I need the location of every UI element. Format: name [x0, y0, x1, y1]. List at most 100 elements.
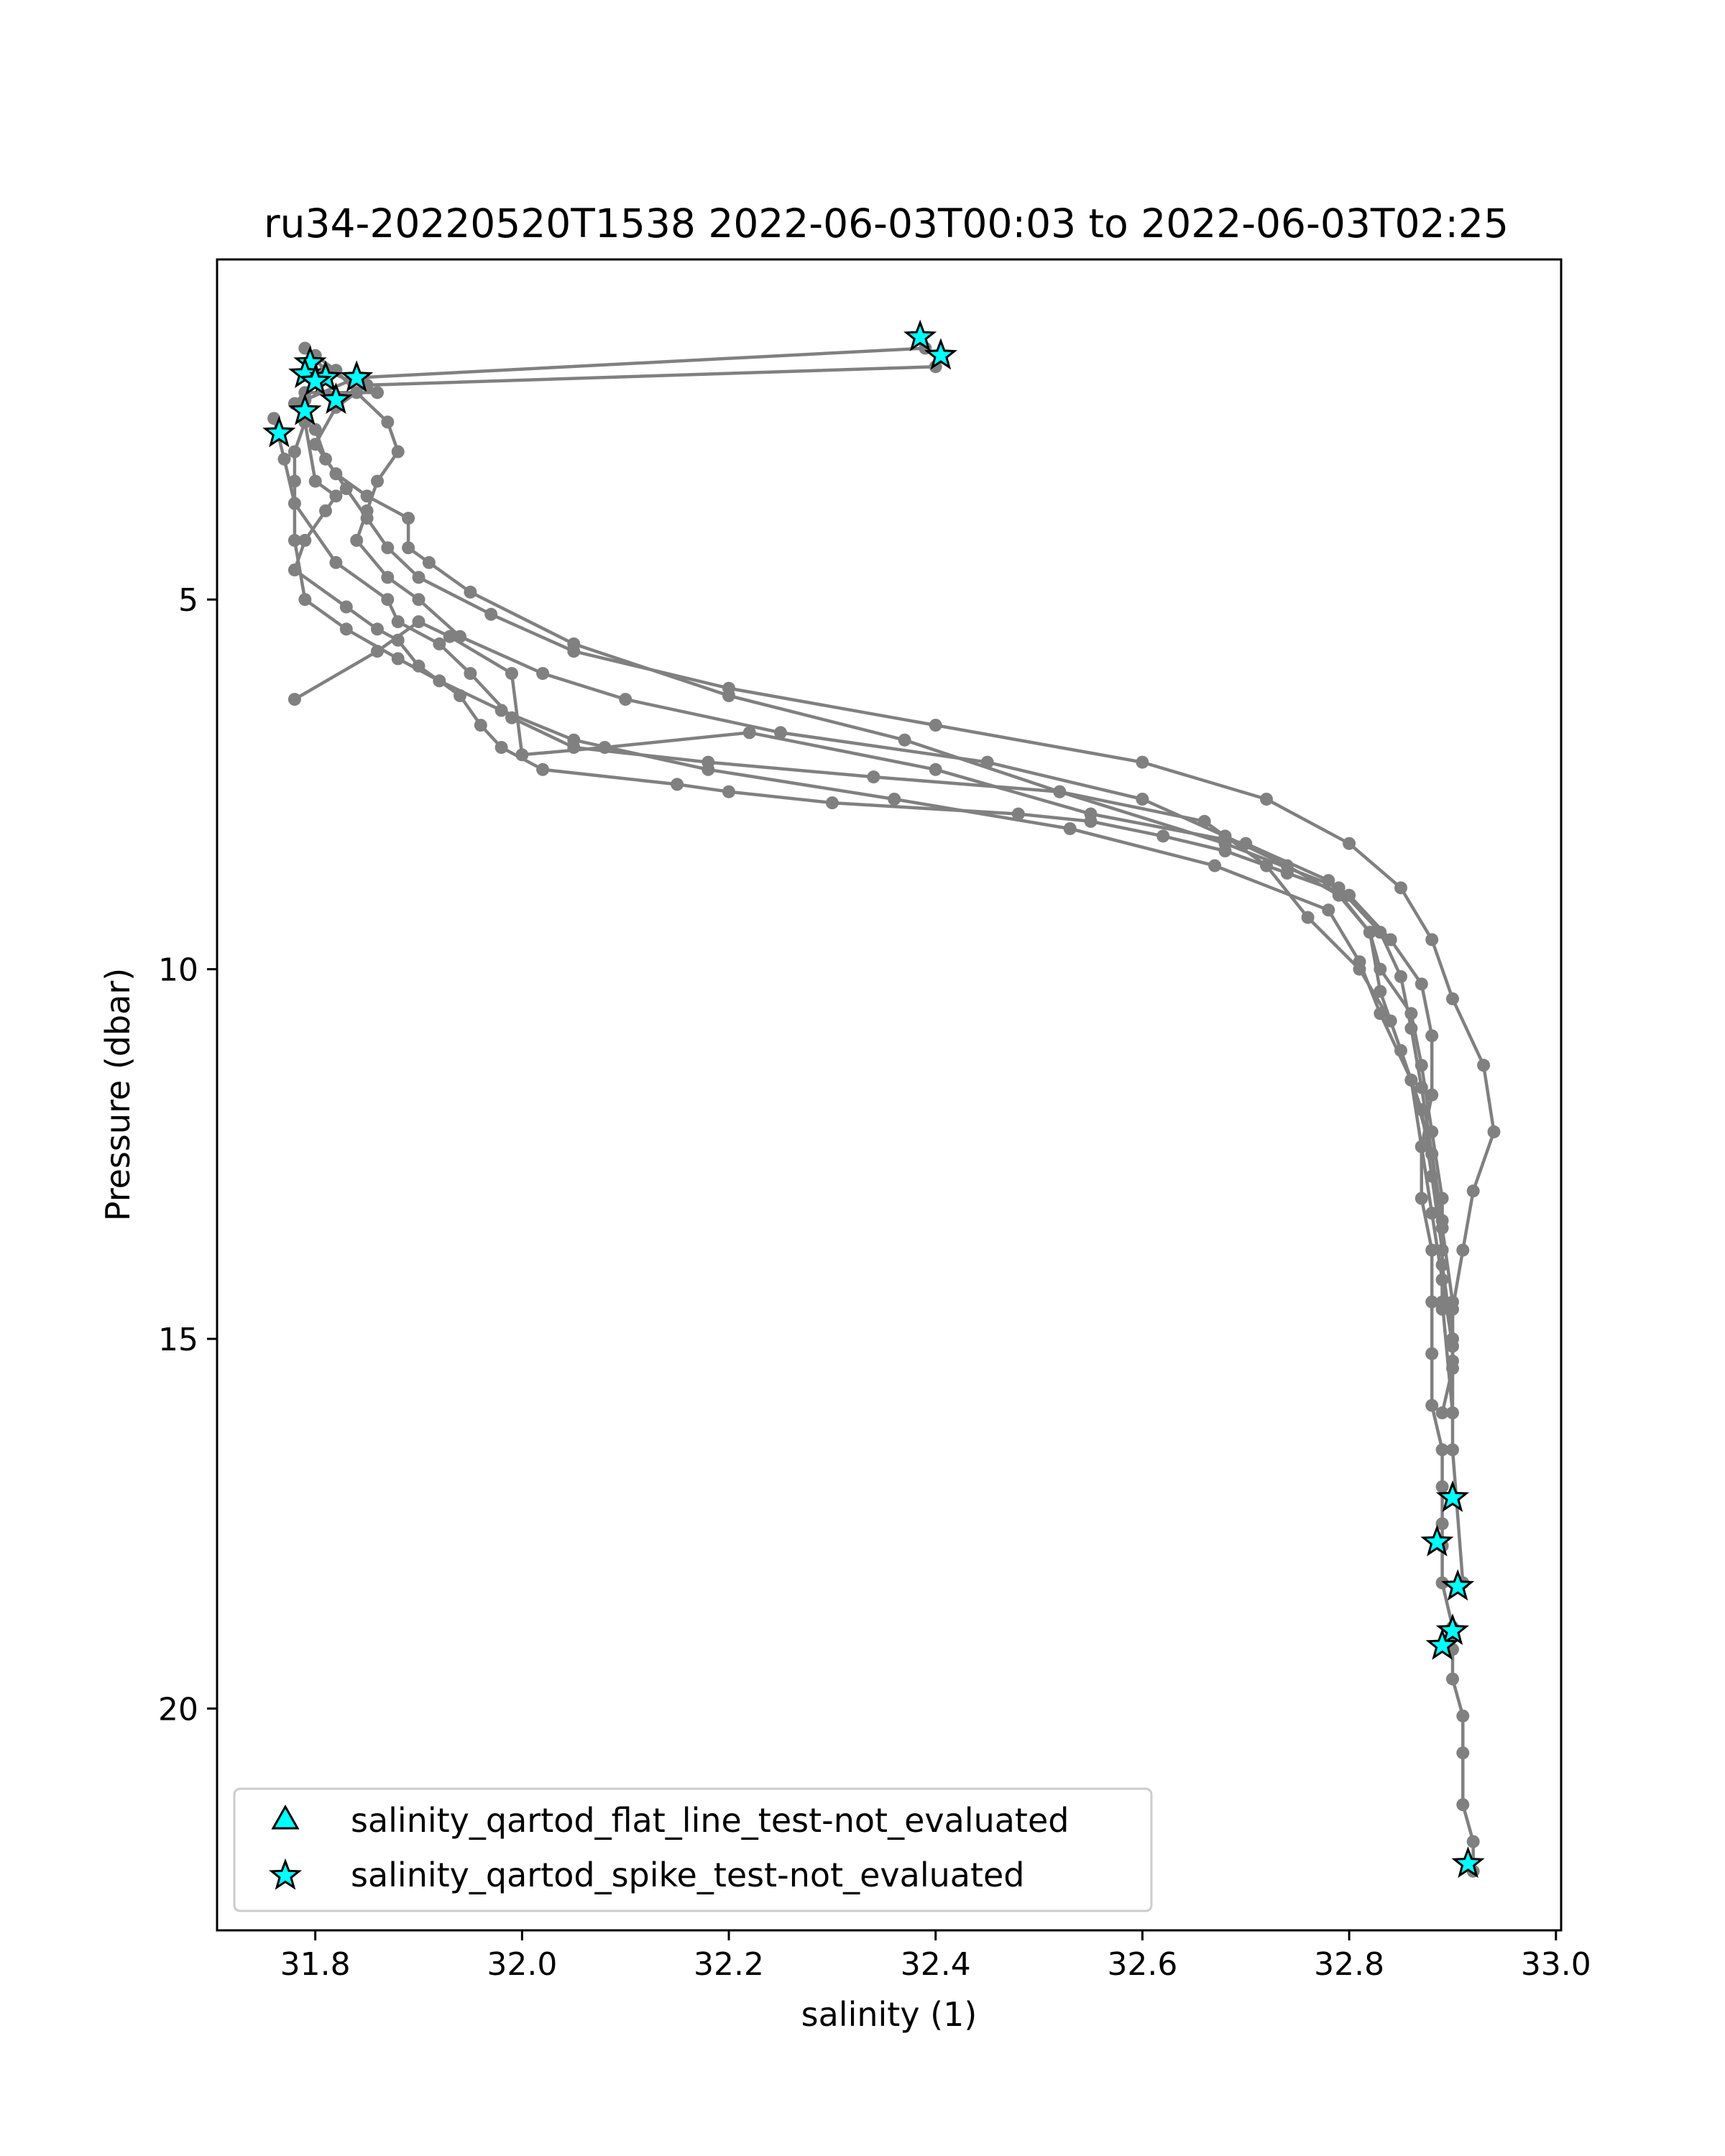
legend-box — [233, 1787, 1153, 1912]
profile-point — [298, 533, 312, 547]
legend-label-flat-line: salinity_qartod_flat_line_test-not_evalu… — [351, 1801, 1069, 1840]
profile-point — [1425, 933, 1439, 946]
profile-point — [494, 704, 508, 717]
profile-point — [929, 719, 942, 732]
spike-test-flag-marker — [288, 393, 322, 425]
profile-point — [929, 763, 942, 776]
profile-point — [1435, 1443, 1449, 1457]
y-tick-label: 20 — [158, 1691, 198, 1728]
profile-point — [1446, 1443, 1459, 1457]
profile-point — [1425, 1207, 1439, 1220]
profile-point — [1446, 1295, 1459, 1309]
profile-point — [1446, 1672, 1459, 1686]
profile-point — [536, 667, 550, 681]
profile-point — [1353, 962, 1366, 976]
profile-point — [1394, 969, 1407, 983]
series-layer — [267, 341, 1501, 1878]
profile-point — [1384, 933, 1397, 946]
profile-point — [898, 733, 911, 747]
profile-point — [433, 674, 446, 688]
profile-point — [402, 541, 415, 555]
profile-point — [825, 796, 839, 810]
chart-title: ru34-20220520T1538 2022-06-03T00:03 to 2… — [264, 201, 1509, 247]
profile-point — [1363, 926, 1376, 939]
profile-point — [702, 755, 715, 769]
profile-point — [298, 593, 312, 607]
spike-test-flag-marker — [1420, 1524, 1454, 1557]
spike-test-flag-marker — [319, 382, 353, 415]
profile-point — [412, 615, 426, 629]
profile-point — [1063, 822, 1077, 836]
profile-point — [1414, 1103, 1428, 1117]
profile-point — [1414, 1081, 1428, 1095]
profile-point — [412, 593, 426, 607]
profile-point — [319, 504, 332, 517]
profile-point — [742, 726, 756, 740]
profile-point — [391, 445, 405, 459]
profile-point — [1053, 785, 1067, 798]
profile-point — [867, 770, 880, 784]
spike-test-flag-marker — [1425, 1628, 1459, 1660]
profile-point — [1466, 1835, 1480, 1848]
profile-point — [371, 386, 384, 400]
legend: salinity_qartod_flat_line_test-not_evalu… — [233, 1787, 1153, 1912]
profile-point — [1011, 807, 1025, 821]
profile-point — [1435, 1480, 1449, 1493]
flagged-points-layer — [262, 319, 1485, 1879]
profile-point — [360, 512, 374, 525]
profile-point — [464, 667, 477, 681]
legend-label-spike: salinity_qartod_spike_test-not_evaluated — [351, 1856, 1024, 1894]
profile-point — [1425, 1399, 1439, 1412]
profile-line — [293, 346, 1475, 1871]
profile-point — [1425, 1295, 1439, 1309]
profile-point — [381, 593, 395, 607]
profile-point — [671, 778, 684, 791]
x-tick-label: 32.4 — [901, 1946, 971, 1983]
profile-point — [1425, 1243, 1439, 1257]
profile-point — [1456, 1746, 1470, 1760]
profile-point — [339, 600, 353, 614]
profile-point — [474, 719, 487, 732]
profile-point — [464, 585, 477, 599]
profile-point — [381, 415, 395, 429]
profile-point — [1384, 1014, 1397, 1028]
profile-point — [329, 556, 343, 569]
profile-point — [1301, 911, 1315, 924]
profile-point — [422, 556, 436, 569]
profile-point — [1435, 1406, 1449, 1419]
profile-point — [1260, 793, 1273, 806]
profile-point — [494, 741, 508, 754]
plot-data-area — [262, 319, 1501, 1879]
profile-point — [888, 793, 901, 806]
profile-point — [722, 785, 735, 798]
profile-point — [412, 571, 426, 584]
x-tick-label: 31.8 — [280, 1946, 351, 1983]
spike-test-flag-marker — [903, 319, 937, 351]
x-tick-label: 32.8 — [1314, 1946, 1384, 1983]
spike-test-flag-marker — [1435, 1613, 1470, 1645]
profile-point — [288, 445, 301, 459]
profile-point — [371, 645, 384, 658]
profile-point — [443, 630, 456, 643]
x-tick-label: 32.0 — [487, 1946, 557, 1983]
profile-point — [774, 726, 787, 740]
profile-point — [1456, 1709, 1470, 1723]
legend-triangle-marker — [271, 1804, 300, 1830]
profile-point — [1343, 837, 1356, 850]
profile-point — [339, 482, 353, 495]
spike-test-flag-marker — [1441, 1569, 1475, 1601]
profile-point — [381, 571, 395, 584]
profile-point — [1425, 1029, 1439, 1043]
y-tick-label: 10 — [158, 952, 198, 989]
profile-point — [1136, 755, 1149, 769]
profile-point — [308, 423, 322, 436]
profile-point — [1446, 1406, 1459, 1419]
profile-point — [1084, 807, 1098, 821]
profile-point — [329, 489, 343, 503]
profile-point — [288, 533, 301, 547]
profile-point — [1446, 992, 1459, 1005]
profile-point — [567, 645, 581, 658]
profile-point — [1466, 1184, 1480, 1198]
y-axis-ticks: 5 10 15 20 — [158, 582, 217, 1728]
